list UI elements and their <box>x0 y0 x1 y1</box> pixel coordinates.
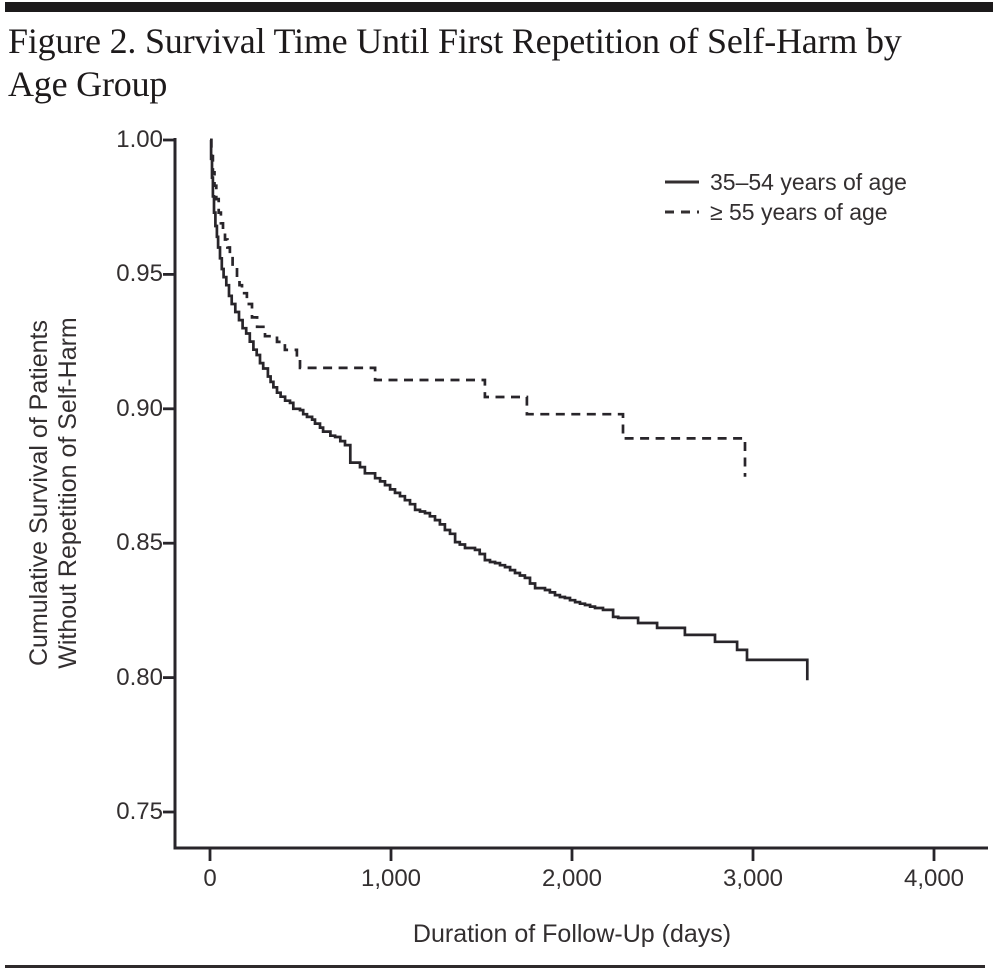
top-divider-bar <box>5 2 993 12</box>
series-line-55-plus <box>210 138 747 477</box>
legend-item-35-54: 35–54 years of age <box>664 167 907 197</box>
series-line-35-54 <box>209 138 809 681</box>
x-tick-label: 0 <box>203 865 217 892</box>
y-tick-label: 0.80 <box>116 663 163 691</box>
y-axis-title-line1: Cumulative Survival of Patients <box>25 320 53 666</box>
legend-label-35-54: 35–54 years of age <box>710 168 907 195</box>
x-tick-label: 1,000 <box>360 865 422 892</box>
x-axis-title: Duration of Follow-Up (days) <box>412 920 732 948</box>
y-tick-label: 1.00 <box>116 126 163 153</box>
y-tick-label: 0.85 <box>116 529 163 557</box>
x-tick-label: 3,000 <box>722 865 784 892</box>
legend-item-55-plus: ≥ 55 years of age <box>664 197 907 227</box>
figure-title-line1: Figure 2. Survival Time Until First Repe… <box>8 21 902 61</box>
y-tick-label: 0.75 <box>116 798 163 825</box>
dashed-line-icon <box>665 210 699 214</box>
x-tick-label: 4,000 <box>903 865 965 892</box>
x-tick-label: 2,000 <box>541 865 603 892</box>
y-tick-label: 0.90 <box>116 394 163 422</box>
figure-title: Figure 2. Survival Time Until First Repe… <box>8 20 996 106</box>
bottom-divider-rule <box>5 965 985 968</box>
y-axis-title-line2: Without Repetition of Self-Harm <box>54 317 82 669</box>
solid-line-icon <box>665 180 699 184</box>
y-axis-title: Cumulative Survival of Patients Without … <box>25 143 83 843</box>
figure-title-line2: Age Group <box>8 64 168 104</box>
chart-legend: 35–54 years of age ≥ 55 years of age <box>664 167 907 227</box>
y-tick-label: 0.95 <box>116 260 163 288</box>
legend-label-55-plus: ≥ 55 years of age <box>710 198 888 225</box>
